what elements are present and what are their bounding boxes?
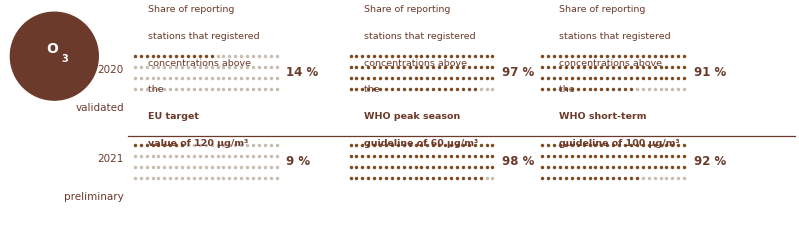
Text: the: the [559,85,578,94]
Text: guideline of 60 μg/m³: guideline of 60 μg/m³ [364,139,478,148]
Text: 97 %: 97 % [502,66,534,79]
Text: guideline of 100 μg/m³: guideline of 100 μg/m³ [559,139,680,148]
Text: the: the [148,85,166,94]
Text: concentrations above: concentrations above [148,58,251,67]
Text: EU target: EU target [148,112,199,121]
Ellipse shape [10,12,98,100]
Text: stations that registered: stations that registered [364,32,475,40]
Text: Share of reporting: Share of reporting [364,5,450,14]
Text: 3: 3 [62,54,68,63]
Text: concentrations above: concentrations above [559,58,662,67]
Text: WHO peak season: WHO peak season [364,112,459,121]
Text: validated: validated [75,103,124,113]
Text: Share of reporting: Share of reporting [559,5,646,14]
Text: 92 %: 92 % [694,155,725,168]
Text: the: the [364,85,382,94]
Text: 2020: 2020 [97,65,124,75]
Text: stations that registered: stations that registered [148,32,260,40]
Text: WHO short-term: WHO short-term [559,112,647,121]
Text: 98 %: 98 % [502,155,535,168]
Text: preliminary: preliminary [64,192,124,201]
Text: O: O [46,42,58,56]
Text: stations that registered: stations that registered [559,32,671,40]
Text: 14 %: 14 % [286,66,318,79]
Text: 2021: 2021 [97,154,124,164]
Text: 9 %: 9 % [286,155,310,168]
Text: value of 120 μg/m³: value of 120 μg/m³ [148,139,248,148]
Text: 91 %: 91 % [694,66,725,79]
Text: concentrations above: concentrations above [364,58,467,67]
Text: Share of reporting: Share of reporting [148,5,234,14]
